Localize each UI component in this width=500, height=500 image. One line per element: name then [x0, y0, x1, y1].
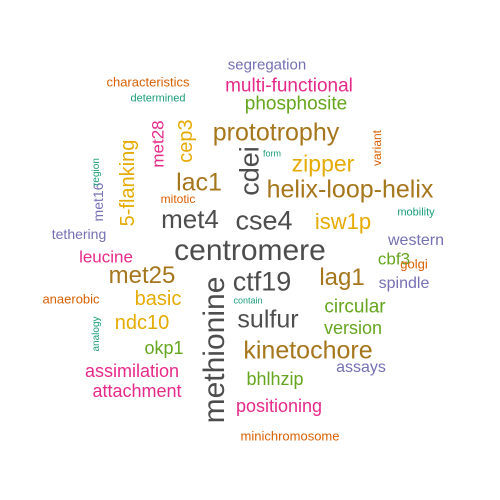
cloud-word-determined: determined [130, 92, 186, 105]
cloud-word-methionine: methionine [198, 276, 231, 424]
cloud-word-cse4: cse4 [235, 205, 293, 236]
cloud-word-sulfur: sulfur [237, 305, 299, 334]
cloud-word-met4: met4 [161, 204, 219, 234]
cloud-word-zipper: zipper [291, 150, 355, 177]
cloud-word-segregation: segregation [227, 56, 307, 74]
cloud-word-minichromosome: minichromosome [240, 428, 340, 444]
cloud-word-attachment: attachment [92, 381, 182, 401]
cloud-word-positioning: positioning [235, 396, 323, 416]
cloud-word-multi-functional: multi-functional [225, 75, 353, 97]
cloud-word-basic: basic [134, 288, 182, 310]
cloud-word-isw1p: isw1p [314, 209, 372, 234]
cloud-word-contain: contain [233, 295, 263, 306]
cloud-word-assimilation: assimilation [84, 361, 180, 381]
cloud-word-ndc10: ndc10 [114, 312, 170, 334]
cloud-word-helix-loop-helix: helix-loop-helix [266, 175, 434, 204]
cloud-word-circular: circular [324, 296, 386, 318]
cloud-word-tethering: tethering [51, 226, 107, 242]
cloud-word-ctf19: ctf19 [232, 266, 292, 297]
cloud-word-leucine: leucine [79, 247, 133, 267]
cloud-word-cbf3: cbf3 [377, 249, 411, 269]
cloud-word-mitotic: mitotic [160, 192, 196, 206]
cloud-word-kinetochore: kinetochore [243, 336, 373, 365]
cloud-word-mobility: mobility [397, 206, 435, 219]
cloud-word-spindle: spindle [378, 275, 430, 292]
cloud-word-anaerobic: anaerobic [42, 291, 100, 307]
cloud-word-variant: variant [370, 129, 384, 167]
cloud-word-characteristics: characteristics [106, 74, 190, 90]
cloud-word-prototrophy: prototrophy [212, 118, 340, 147]
cloud-word-region: region [91, 158, 102, 186]
cloud-word-assays: assays [336, 359, 386, 376]
cloud-word-phosphosite: phosphosite [244, 93, 348, 115]
cloud-word-western: western [387, 232, 445, 249]
cloud-word-okp1: okp1 [144, 338, 184, 358]
cloud-word-bhlhzip: bhlhzip [246, 369, 304, 389]
cloud-word-5-flanking: 5-flanking [117, 139, 139, 227]
cloud-word-met28: met28 [148, 120, 168, 168]
cloud-word-analogy: analogy [91, 316, 102, 352]
cloud-word-cdei: cdei [234, 146, 265, 196]
cloud-word-centromere: centromere [174, 234, 326, 267]
cloud-word-cep3: cep3 [175, 119, 197, 163]
cloud-word-form: form [263, 148, 281, 159]
cloud-word-golgi: golgi [400, 256, 428, 272]
cloud-word-version: version [323, 318, 383, 338]
cloud-word-lag1: lag1 [319, 264, 365, 291]
cloud-word-lac1: lac1 [176, 168, 222, 197]
cloud-word-met16: met16 [90, 182, 106, 222]
cloud-word-met25: met25 [108, 262, 176, 289]
